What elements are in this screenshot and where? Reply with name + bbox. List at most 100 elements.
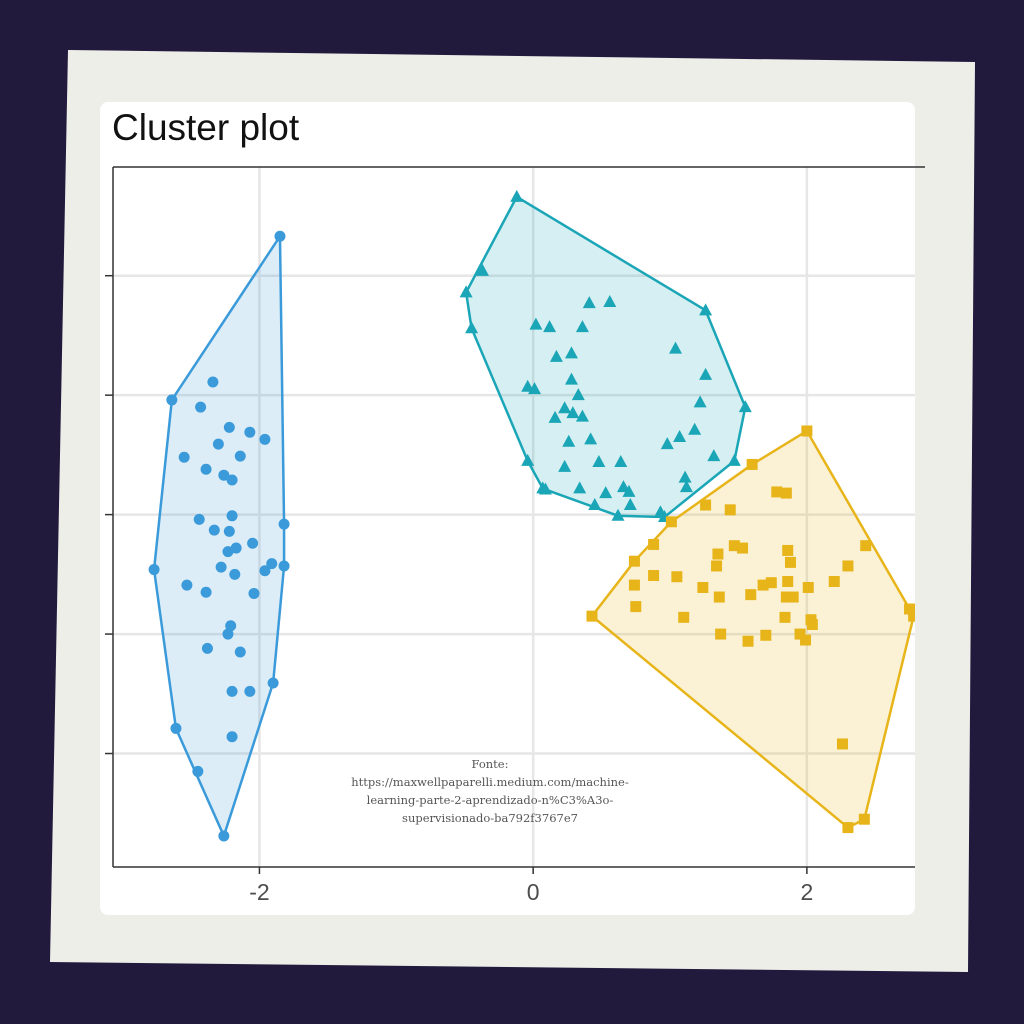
point xyxy=(259,433,271,445)
point xyxy=(697,581,709,593)
point xyxy=(603,294,617,307)
point xyxy=(558,459,572,472)
point xyxy=(711,560,723,572)
point xyxy=(794,628,806,640)
point xyxy=(226,731,238,743)
point xyxy=(727,453,741,466)
point xyxy=(543,320,557,333)
point xyxy=(223,525,235,537)
point xyxy=(181,579,193,591)
x-tick-label: -2 xyxy=(249,879,269,905)
point xyxy=(738,400,752,413)
point xyxy=(623,498,637,511)
point xyxy=(528,382,542,395)
point xyxy=(459,285,473,298)
point xyxy=(908,610,915,622)
x-tick-label: 0 xyxy=(527,879,540,905)
point xyxy=(538,482,552,495)
point xyxy=(780,591,792,603)
point xyxy=(712,548,724,560)
point xyxy=(244,685,256,697)
point xyxy=(230,542,242,554)
point xyxy=(178,451,190,463)
point xyxy=(699,367,713,380)
point xyxy=(566,406,580,419)
point xyxy=(222,546,234,558)
point xyxy=(671,571,683,583)
point xyxy=(779,611,791,623)
point xyxy=(836,738,848,750)
point xyxy=(571,388,585,401)
point xyxy=(521,453,535,466)
point xyxy=(222,628,234,640)
point xyxy=(266,558,278,570)
point xyxy=(229,568,241,580)
point xyxy=(278,560,290,572)
point xyxy=(259,565,271,577)
chart-title: Cluster plot xyxy=(112,107,300,148)
point xyxy=(765,577,777,589)
point xyxy=(728,540,740,552)
point xyxy=(521,379,535,392)
point xyxy=(628,579,640,591)
source-note: Fonte: https://maxwellpaparelli.medium.co… xyxy=(330,755,650,827)
source-note-line: Fonte: xyxy=(471,757,509,771)
point xyxy=(699,303,713,316)
point xyxy=(842,822,854,834)
point xyxy=(195,401,207,413)
point xyxy=(688,422,702,435)
source-note-line: learning-parte-2-aprendizado-n%C3%A3o- xyxy=(366,793,614,807)
point xyxy=(713,591,725,603)
point xyxy=(737,542,749,554)
point xyxy=(192,765,204,777)
source-note-line: https://maxwellpaparelli.medium.com/mach… xyxy=(351,775,629,789)
source-note-line: supervisionado-ba792f3767e7 xyxy=(402,811,578,825)
point xyxy=(510,189,524,202)
point xyxy=(599,486,613,499)
point xyxy=(244,426,256,438)
point xyxy=(248,587,260,599)
point xyxy=(745,589,757,601)
point xyxy=(529,317,543,330)
point xyxy=(611,508,625,521)
point xyxy=(715,628,727,640)
point xyxy=(218,469,230,481)
point xyxy=(700,499,712,511)
chart-card xyxy=(100,102,915,915)
point xyxy=(564,346,578,359)
point xyxy=(860,540,872,552)
point xyxy=(549,349,563,362)
point xyxy=(586,610,598,622)
point xyxy=(215,561,227,573)
point xyxy=(564,372,578,385)
point xyxy=(201,642,213,654)
point xyxy=(784,556,796,568)
point xyxy=(573,481,587,494)
point xyxy=(226,474,238,486)
point xyxy=(234,450,246,462)
x-tick-label: 2 xyxy=(800,879,813,905)
point xyxy=(558,401,572,414)
point xyxy=(842,560,854,572)
point xyxy=(648,538,660,550)
point xyxy=(267,677,279,689)
point xyxy=(465,321,479,334)
point xyxy=(679,480,693,493)
point xyxy=(278,518,290,530)
point xyxy=(628,555,640,567)
point xyxy=(476,263,490,276)
point xyxy=(678,611,690,623)
point xyxy=(806,619,818,631)
point xyxy=(200,586,212,598)
point xyxy=(802,581,814,593)
point xyxy=(208,524,220,536)
point xyxy=(904,603,915,615)
point xyxy=(234,646,246,658)
point xyxy=(742,635,754,647)
point xyxy=(801,425,813,437)
point xyxy=(226,685,238,697)
point xyxy=(200,463,212,475)
point xyxy=(760,629,772,641)
